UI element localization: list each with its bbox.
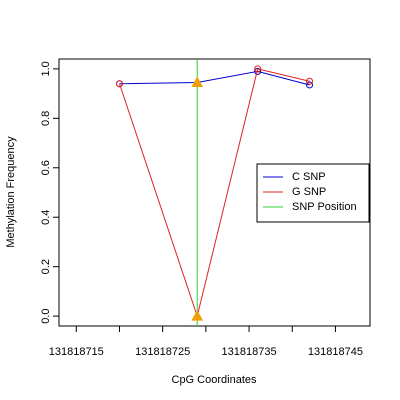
x-tick-label: 131818725 (135, 346, 190, 358)
y-tick-label: 0.4 (40, 210, 52, 225)
x-tick-label: 131818715 (49, 346, 104, 358)
legend-box (256, 163, 370, 223)
snp-marker (191, 76, 204, 87)
y-axis: 0.0 0.2 0.4 0.6 0.8 1.0 (40, 61, 59, 324)
g-snp-point (254, 65, 262, 73)
x-tick-label: 131818735 (222, 346, 277, 358)
y-tick-label: 0.2 (40, 259, 52, 274)
legend-label: C SNP (292, 171, 326, 183)
y-tick-label: 0.8 (40, 111, 52, 126)
x-tick-label: 131818745 (308, 346, 363, 358)
legend: C SNP G SNP SNP Position (256, 163, 370, 223)
c-snp-point (254, 67, 262, 75)
legend-label: SNP Position (292, 201, 357, 213)
y-tick-label: 1.0 (40, 61, 52, 76)
y-tick-label: 0.6 (40, 160, 52, 175)
x-axis-title: CpG Coordinates (172, 374, 257, 386)
g-snp-line (118, 68, 310, 318)
g-snp-point (115, 80, 123, 88)
c-snp-line (119, 70, 310, 86)
c-snp-point (306, 81, 314, 89)
snp-marker (191, 310, 204, 321)
x-axis: 131818715 131818725 131818735 131818745 (49, 326, 363, 358)
plot-area (115, 59, 314, 326)
y-axis-title: Methylation Frequency (5, 136, 17, 248)
legend-label: G SNP (292, 186, 326, 198)
y-tick-label: 0.0 (40, 308, 52, 323)
plot-frame (58, 58, 371, 327)
g-snp-point (306, 77, 314, 85)
